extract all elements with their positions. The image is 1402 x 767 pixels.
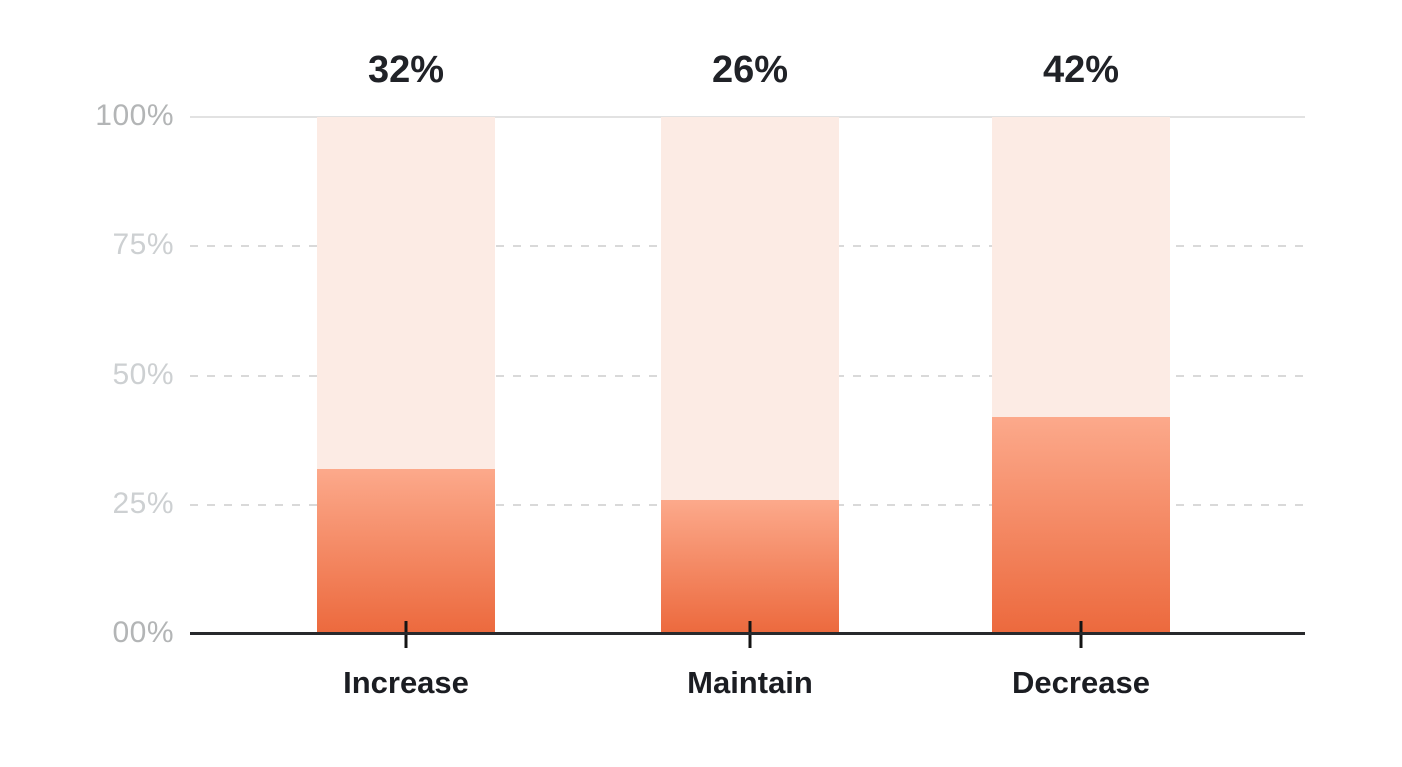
y-axis-label-0: 00% — [112, 615, 174, 649]
value-label-increase: 32% — [367, 49, 445, 91]
category-label-increase: Increase — [343, 665, 469, 700]
bar-track-decrease — [992, 117, 1170, 648]
plot-area: 100% 75% 50% 25% 00% 32% 26% 42% Increas… — [95, 51, 1305, 698]
y-axis-label-25: 25% — [112, 486, 174, 520]
value-label-maintain: 26% — [711, 49, 789, 91]
bar-track-increase — [317, 117, 495, 648]
value-label-decrease: 42% — [1042, 49, 1120, 91]
bar-fill-maintain — [661, 499, 839, 634]
bar-fill-increase — [317, 468, 495, 634]
category-label-decrease: Decrease — [1012, 665, 1150, 700]
y-axis-label-50: 50% — [112, 357, 174, 391]
category-label-maintain: Maintain — [687, 665, 813, 700]
bar-fill-decrease — [992, 416, 1170, 634]
y-axis-label-75: 75% — [112, 228, 174, 262]
bar-track-maintain — [661, 117, 839, 648]
y-axis-label-100: 100% — [95, 98, 174, 132]
x-axis-line — [190, 632, 1305, 635]
